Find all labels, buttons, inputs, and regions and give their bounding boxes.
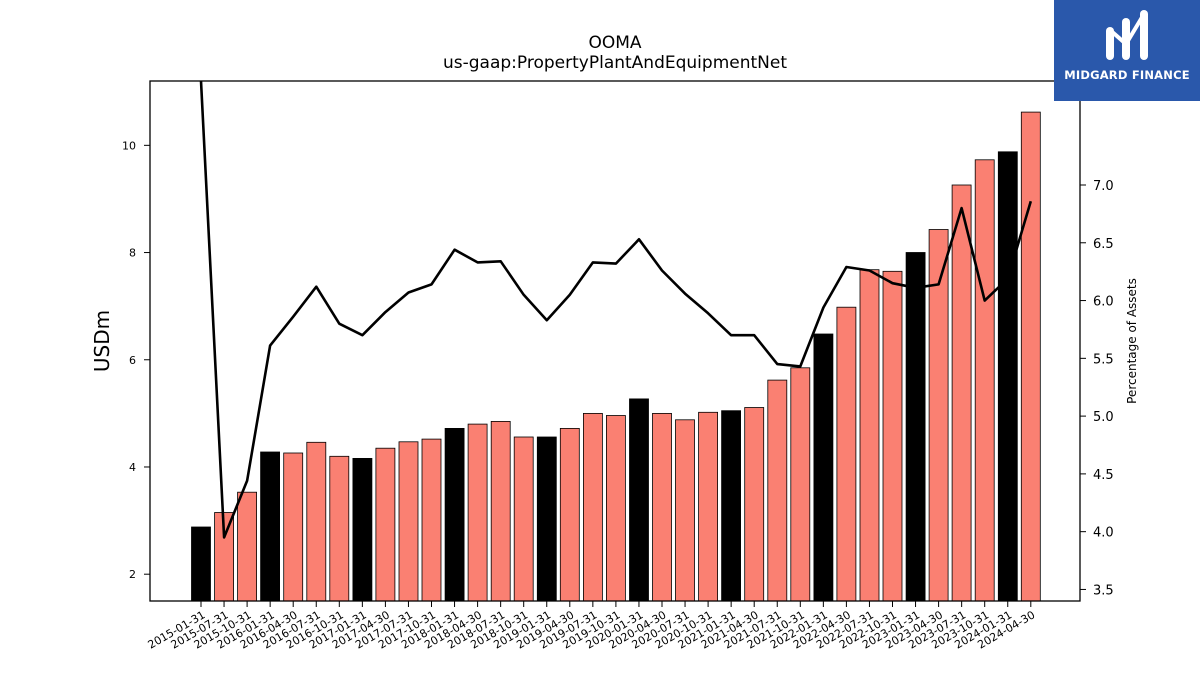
bar [444, 427, 465, 602]
bar [329, 455, 350, 602]
plot-frame [149, 80, 1081, 602]
bar [905, 252, 926, 602]
y-tick-label: 4 [129, 461, 136, 474]
bar [698, 411, 718, 602]
bar [306, 441, 327, 602]
bar [767, 379, 788, 602]
y2-tick-label: 5.5 [1093, 352, 1114, 367]
bar [721, 410, 741, 602]
y2-tick-label: 6.0 [1093, 295, 1114, 310]
bar [421, 438, 442, 602]
bar [813, 333, 834, 602]
bar [513, 436, 534, 602]
bar [260, 451, 281, 602]
y-tick-label: 2 [129, 568, 136, 581]
bar [1020, 111, 1041, 602]
logo-mark-icon [1106, 10, 1148, 60]
bar [951, 184, 972, 602]
y-tick-label: 6 [129, 354, 136, 367]
chart-title: OOMA [588, 33, 641, 53]
y2-tick-label: 3.5 [1093, 583, 1114, 598]
bar [398, 441, 419, 602]
bar [191, 526, 211, 602]
bar [536, 436, 557, 602]
y-axis-label: USDm [90, 310, 114, 372]
bar [882, 270, 903, 602]
y2-tick-label: 4.5 [1093, 468, 1114, 483]
bar [629, 398, 649, 602]
chart-subtitle: us-gaap:PropertyPlantAndEquipmentNet [443, 53, 787, 73]
y2-tick-label: 5.0 [1093, 410, 1114, 425]
y-tick-label: 10 [122, 139, 136, 152]
right-axis: 3.5 4.0 4.5 5.0 5.5 6.0 6.5 7.0 [1080, 179, 1114, 598]
bar-series [191, 111, 1041, 602]
bar [283, 452, 304, 602]
left-axis: 2 4 6 8 10 [122, 139, 150, 581]
bar [583, 412, 603, 602]
bar [836, 306, 857, 602]
y-tick-label: 8 [129, 247, 136, 260]
y2-tick-label: 7.0 [1093, 179, 1114, 194]
logo-text: MIDGARD FINANCE [1064, 68, 1190, 82]
y2-axis-label: Percentage of Assets [1125, 278, 1139, 404]
x-axis: 2015-01-312015-07-312015-10-312016-01-31… [146, 601, 1037, 652]
bar [652, 412, 672, 602]
bar [467, 423, 488, 602]
bar [237, 491, 258, 602]
y2-tick-label: 6.5 [1093, 237, 1114, 252]
midgard-finance-logo: MIDGARD FINANCE [1054, 0, 1200, 101]
percentage-line [199, 80, 1033, 539]
bar [974, 159, 995, 602]
bar [859, 269, 880, 602]
y2-tick-label: 4.0 [1093, 526, 1114, 541]
bar [790, 367, 811, 602]
bar [352, 457, 373, 602]
bar [375, 447, 396, 602]
bar [997, 151, 1018, 602]
bar [559, 427, 580, 602]
bar [490, 420, 511, 602]
bar [606, 415, 626, 602]
bar [675, 419, 695, 602]
bar [744, 407, 765, 602]
